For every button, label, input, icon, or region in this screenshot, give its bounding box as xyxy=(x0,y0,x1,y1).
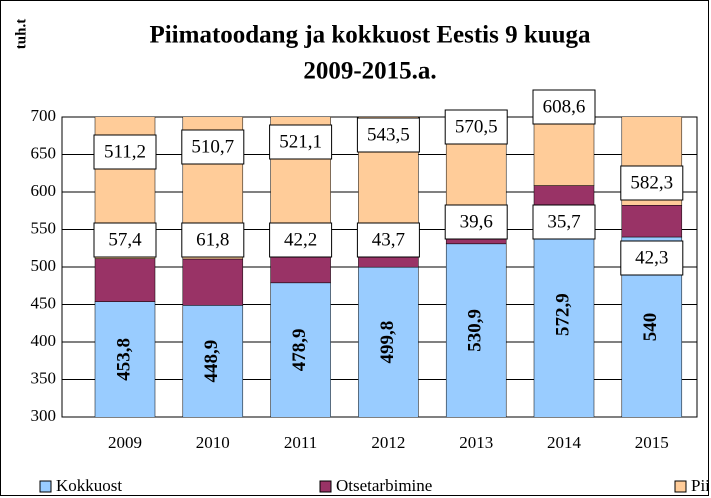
x-tick-label: 2013 xyxy=(459,433,493,452)
data-label: 543,5 xyxy=(367,124,410,145)
data-label: 540 xyxy=(640,313,661,342)
legend-label: Piimatoodang xyxy=(691,476,709,495)
y-tick-label: 650 xyxy=(31,143,57,162)
overlay: 453,8 57,4 511,2 448,9 61,8 510,7 478,9 42,2 521… xyxy=(93,89,684,383)
data-label: 453,8 xyxy=(113,338,134,381)
data-label-box xyxy=(269,124,333,160)
bar-segment xyxy=(358,266,419,417)
data-label: 42,2 xyxy=(284,229,317,250)
data-label: 521,1 xyxy=(279,131,322,152)
data-label-box xyxy=(93,134,157,170)
bar-segment xyxy=(94,258,156,302)
data-label: 478,9 xyxy=(289,329,310,372)
data-label: 510,7 xyxy=(191,136,234,157)
legend-label: Otsetarbimine xyxy=(336,476,432,495)
data-label-box xyxy=(356,117,420,153)
legend-label: Kokkuost xyxy=(56,476,122,495)
data-label-box xyxy=(269,222,333,258)
data-label: 43,7 xyxy=(372,229,405,250)
bar-segment xyxy=(445,243,507,417)
data-label: 530,9 xyxy=(465,309,486,352)
y-tick-label: 600 xyxy=(31,181,57,200)
data-label: 608,6 xyxy=(543,96,586,117)
data-label-box xyxy=(620,240,684,276)
data-label: 42,3 xyxy=(635,247,668,268)
bar-segment xyxy=(182,305,244,417)
data-label: 570,5 xyxy=(455,116,498,137)
y-tick-label: 450 xyxy=(31,293,57,312)
data-label-box xyxy=(181,129,245,165)
data-label: 35,7 xyxy=(547,211,580,232)
data-label: 582,3 xyxy=(630,172,673,193)
data-label: 499,8 xyxy=(377,321,398,364)
x-tick-label: 2012 xyxy=(371,433,405,452)
y-axis-label: tuh.t xyxy=(13,19,29,49)
bar-segment xyxy=(533,117,595,186)
legend-swatch xyxy=(319,480,332,493)
data-label: 572,9 xyxy=(552,293,573,336)
x-tick-label: 2015 xyxy=(635,433,669,452)
bar-segment xyxy=(94,301,156,417)
x-tick-label: 2014 xyxy=(547,433,582,452)
chart-subtitle: 2009-2015.a. xyxy=(303,58,436,85)
y-tick-label: 300 xyxy=(31,406,57,425)
bar-segment xyxy=(621,205,683,238)
data-label: 61,8 xyxy=(196,229,229,250)
data-label-box xyxy=(620,165,684,201)
legend-swatch xyxy=(39,480,52,493)
data-label: 39,6 xyxy=(460,211,493,232)
chart-title: Piimatoodang ja kokkuost Eestis 9 kuuga xyxy=(149,22,591,49)
data-label-box xyxy=(532,204,596,240)
x-tick-label: 2009 xyxy=(108,433,142,452)
data-label-box xyxy=(181,222,245,258)
y-tick-label: 400 xyxy=(31,331,57,350)
bar-segment xyxy=(182,258,244,306)
x-tick-label: 2011 xyxy=(284,433,317,452)
data-label-box xyxy=(93,222,157,258)
data-label: 57,4 xyxy=(108,229,142,250)
data-label: 448,9 xyxy=(201,340,222,383)
x-tick-label: 2010 xyxy=(196,433,230,452)
y-tick-label: 350 xyxy=(31,368,57,387)
data-label-box xyxy=(444,109,508,145)
data-label-box xyxy=(444,204,508,240)
y-tick-label: 700 xyxy=(31,106,57,125)
data-label-box xyxy=(356,222,420,258)
y-tick-label: 550 xyxy=(31,218,57,237)
bar-segment xyxy=(533,212,595,417)
data-label: 511,2 xyxy=(104,141,146,162)
y-tick-label: 500 xyxy=(31,256,57,275)
legend-swatch xyxy=(674,480,687,493)
data-label-box xyxy=(532,89,596,125)
